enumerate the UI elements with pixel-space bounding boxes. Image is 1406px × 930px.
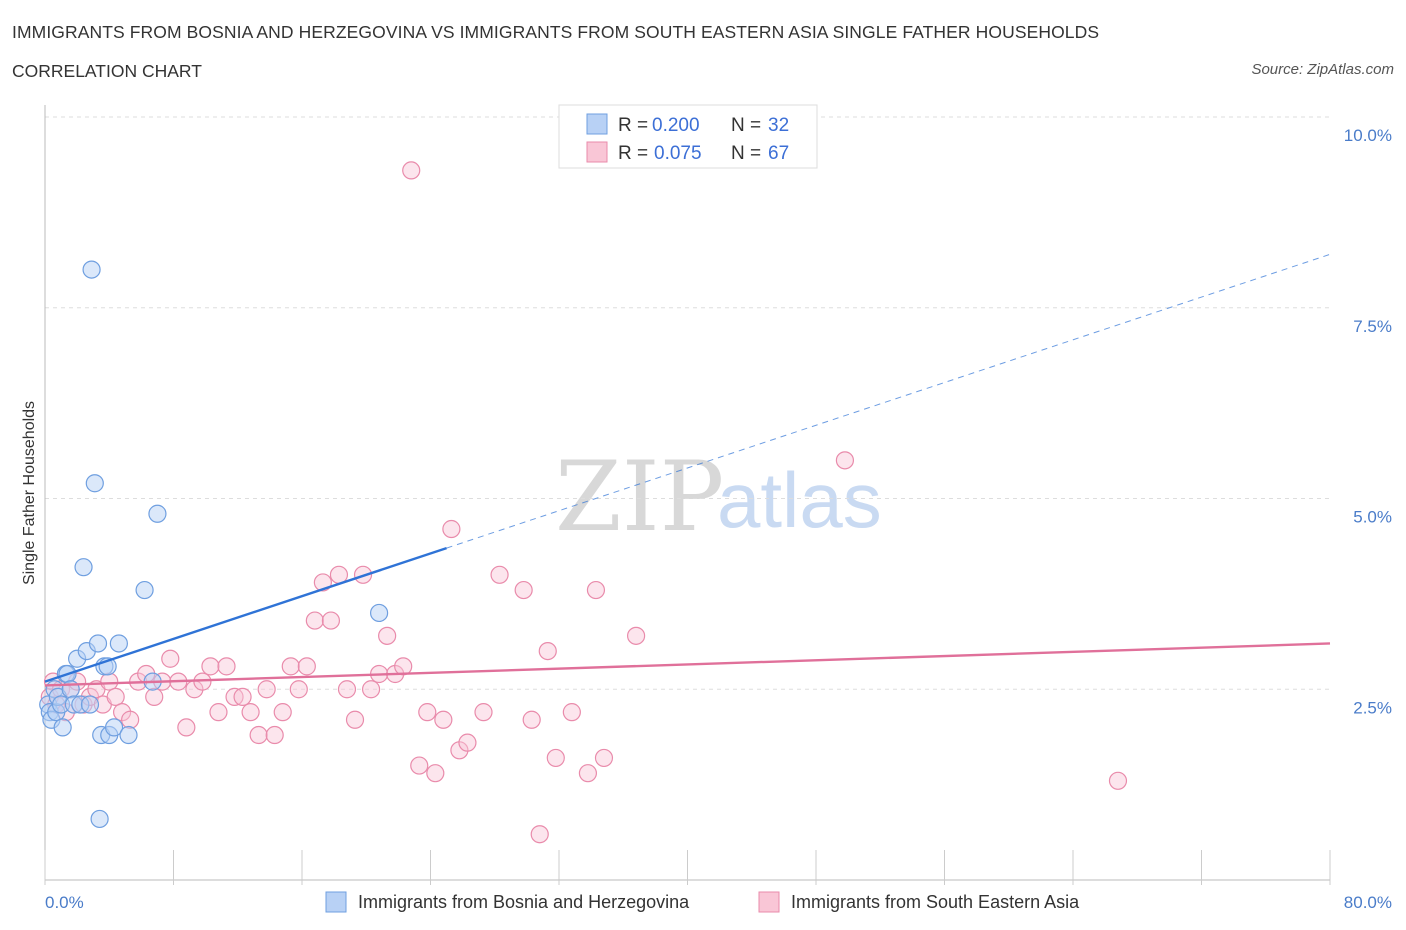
blue-point: [90, 809, 109, 829]
pink-point: [217, 657, 236, 676]
x-tick-label-min: 0.0%: [45, 893, 84, 912]
legend-pink-r-label: R =: [618, 143, 648, 164]
pink-point: [562, 703, 581, 722]
pink-point: [514, 580, 533, 600]
watermark-zip: ZIP: [555, 441, 724, 553]
pink-point: [241, 703, 260, 722]
pink-point: [458, 733, 477, 752]
chart-subtitle: CORRELATION CHART: [12, 61, 202, 81]
pink-point: [161, 649, 180, 668]
pink-point: [594, 748, 614, 768]
blue-point: [74, 558, 93, 577]
x-tick-label-max: 80.0%: [1344, 893, 1392, 912]
top-legend: R = 0.200 N = 32 R = 0.075 N = 67: [558, 104, 818, 169]
bottom-legend: Immigrants from Bosnia and Herzegovina I…: [325, 891, 1080, 913]
pink-point: [546, 748, 565, 768]
trend-lines: [44, 253, 1331, 687]
pink-point: [530, 825, 549, 844]
pink-point: [257, 680, 276, 699]
pink-point: [418, 703, 437, 722]
pink-point: [522, 710, 541, 729]
pink-point: [209, 703, 228, 722]
legend-pink-r-value: 0.075: [654, 143, 702, 164]
blue-trend-dashed: [446, 253, 1331, 549]
legend-blue-r-label: R =: [618, 115, 648, 136]
legend-pink-n-label: N =: [731, 143, 761, 164]
bottom-legend-blue-label: Immigrants from Bosnia and Herzegovina: [358, 892, 690, 912]
pink-point: [586, 580, 606, 600]
pink-point: [434, 710, 453, 729]
pink-point: [361, 680, 381, 699]
pink-point: [402, 161, 421, 180]
blue-point: [148, 504, 167, 523]
y-tick-labels: 2.5% 5.0% 7.5% 10.0%: [1344, 126, 1392, 717]
x-axis-ticks: [44, 850, 1331, 885]
pink-point: [249, 725, 268, 745]
pink-point: [273, 703, 292, 722]
blue-trend-solid: [44, 546, 447, 683]
legend-pink-swatch: [586, 141, 608, 163]
pink-point: [201, 657, 220, 676]
source-label: Source: ZipAtlas.com: [1251, 61, 1394, 78]
bottom-legend-pink-swatch: [758, 891, 780, 913]
blue-point: [82, 260, 101, 279]
pink-point: [289, 680, 308, 699]
blue-point: [85, 474, 104, 493]
gridlines: [45, 116, 1330, 690]
pink-point: [538, 641, 557, 661]
y-tick-label: 7.5%: [1353, 317, 1392, 336]
y-tick-label: 10.0%: [1344, 126, 1392, 145]
pink-point: [378, 626, 397, 645]
pink-point: [305, 611, 324, 630]
pink-point: [265, 725, 284, 745]
blue-point: [109, 634, 128, 653]
blue-point: [80, 695, 100, 714]
legend-blue-swatch: [586, 113, 608, 135]
pink-point: [1108, 771, 1128, 790]
legend-blue-n-label: N =: [731, 115, 761, 136]
watermark-atlas: atlas: [717, 456, 882, 544]
blue-point: [53, 718, 72, 737]
bottom-legend-blue-swatch: [325, 891, 347, 913]
bottom-legend-pink-label: Immigrants from South Eastern Asia: [791, 892, 1080, 912]
pink-point: [281, 657, 300, 676]
pink-point: [297, 657, 316, 676]
pink-point: [106, 687, 125, 706]
pink-point: [233, 687, 252, 706]
pink-point: [626, 626, 646, 645]
series-blue-points: [39, 260, 389, 829]
pink-point: [442, 519, 461, 539]
pink-point: [145, 687, 164, 706]
pink-point: [474, 703, 493, 722]
blue-point: [104, 718, 124, 737]
pink-point: [394, 657, 413, 676]
pink-point: [100, 672, 119, 691]
pink-point: [490, 565, 509, 584]
pink-point: [337, 680, 357, 699]
pink-point: [177, 718, 196, 737]
pink-point: [321, 611, 341, 630]
y-tick-label: 5.0%: [1353, 508, 1392, 527]
legend-pink-n-value: 67: [768, 143, 789, 164]
y-axis-label: Single Father Households: [21, 401, 38, 585]
pink-point: [578, 764, 598, 783]
pink-point: [121, 710, 140, 729]
blue-point: [135, 580, 154, 600]
blue-point: [88, 634, 108, 653]
pink-point: [410, 756, 429, 775]
pink-point: [345, 710, 365, 729]
chart-title: IMMIGRANTS FROM BOSNIA AND HERZEGOVINA V…: [12, 22, 1100, 42]
legend-blue-r-value: 0.200: [652, 115, 700, 136]
blue-point: [370, 603, 389, 623]
y-tick-label: 2.5%: [1353, 698, 1392, 717]
pink-point: [835, 451, 855, 470]
pink-point: [426, 764, 445, 783]
legend-blue-n-value: 32: [768, 115, 789, 136]
blue-point: [119, 725, 138, 745]
pink-trend: [44, 642, 1331, 687]
